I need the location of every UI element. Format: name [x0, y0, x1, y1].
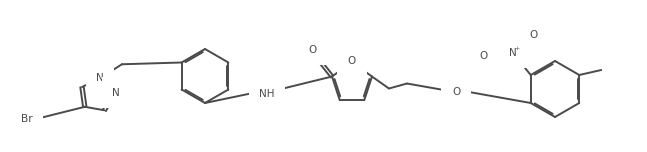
- Text: +: +: [514, 45, 520, 50]
- Text: N: N: [509, 48, 516, 58]
- Text: O: O: [348, 56, 356, 66]
- Text: Br: Br: [21, 114, 33, 124]
- Text: NH: NH: [259, 89, 275, 99]
- Text: O: O: [452, 87, 460, 97]
- Text: O: O: [308, 45, 316, 55]
- Text: O: O: [530, 30, 538, 40]
- Text: N: N: [96, 73, 104, 83]
- Text: N: N: [112, 88, 120, 98]
- Text: O: O: [479, 51, 488, 61]
